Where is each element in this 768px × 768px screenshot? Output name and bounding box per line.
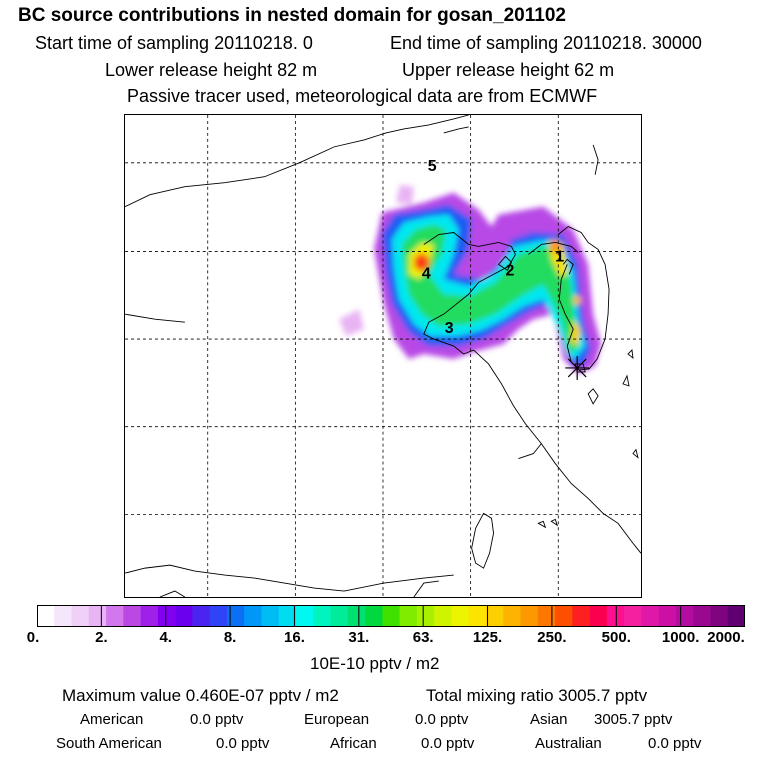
colorbar-swatch	[451, 605, 470, 627]
colorbar-tick-label: 500.	[601, 629, 631, 646]
colorbar-swatch	[244, 605, 262, 627]
colorbar-tick-label: 1000.	[661, 629, 700, 646]
colorbar-unit: 10E-10 pptv / m2	[310, 654, 440, 673]
colorbar-swatch	[313, 605, 331, 627]
american-value: 0.0 pptv	[190, 711, 244, 728]
sampling-times-line: Start time of sampling 20110218. 0 End t…	[35, 33, 735, 55]
max-value: Maximum value 0.460E-07 pptv / m2	[62, 686, 339, 705]
region-label-3: 3	[445, 320, 454, 337]
european-value: 0.0 pptv	[415, 711, 469, 728]
south-american-value: 0.0 pptv	[216, 735, 270, 752]
african-label: African	[330, 735, 377, 752]
region-label-2: 2	[505, 262, 514, 279]
lat-lon-grid	[125, 115, 641, 597]
colorbar-tick-label: 63.	[412, 629, 434, 646]
colorbar-swatch	[106, 605, 124, 627]
colorbar-tick-label: 2.	[95, 629, 108, 646]
upper-release-label: Upper release height 62 m	[402, 60, 615, 80]
colorbar-swatch	[54, 605, 72, 627]
colorbar-swatch	[209, 605, 228, 627]
region-label-4: 4	[422, 265, 431, 282]
lower-release-label: Lower release height 82 m	[105, 60, 318, 80]
australian-value: 0.0 pptv	[648, 735, 702, 752]
colorbar-swatch	[382, 605, 400, 627]
source-contribution-map: 5 4 3 2 1	[124, 114, 642, 598]
colorbar-tick-label: 0.	[26, 629, 40, 646]
colorbar-swatch	[330, 605, 349, 627]
colorbar-swatch	[727, 605, 745, 627]
region-label-1: 1	[555, 248, 564, 265]
american-label: American	[80, 711, 144, 728]
colorbar-tick-label: 250.	[537, 629, 567, 646]
colorbar-swatch	[503, 605, 521, 627]
colorbar-swatch	[693, 605, 711, 627]
colorbar-swatch	[88, 605, 107, 627]
colorbar-swatch	[555, 605, 573, 627]
asterisk-icon	[565, 355, 590, 380]
colorbar-tick-label: 16.	[284, 629, 305, 646]
colorbar-swatch	[37, 605, 55, 627]
colorbar-swatch	[606, 605, 625, 627]
colorbar-swatch	[296, 605, 314, 627]
colorbar-swatch	[416, 605, 435, 627]
release-heights-line: Lower release height 82 m Upper release …	[105, 60, 665, 82]
colorbar-swatch	[710, 605, 729, 627]
colorbar-swatch	[278, 605, 297, 627]
start-time-label: Start time of sampling 20110218. 0	[35, 33, 313, 53]
colorbar-swatch	[399, 605, 418, 627]
region-label-5: 5	[428, 158, 437, 175]
asian-label: Asian	[530, 711, 568, 728]
colorbar-swatch	[123, 605, 141, 627]
australian-label: Australian	[535, 735, 602, 752]
colorbar-tick-label: 31.	[348, 629, 370, 646]
colorbar-swatch	[71, 605, 90, 627]
total-mixing-ratio: Total mixing ratio 3005.7 pptv	[426, 686, 648, 705]
african-value: 0.0 pptv	[421, 735, 475, 752]
colorbar-tick-label: 2000.	[707, 629, 745, 646]
colorbar-swatch	[468, 605, 487, 627]
colorbar-swatch	[675, 605, 694, 627]
coastlines	[125, 115, 641, 597]
colorbar-swatch	[140, 605, 159, 627]
asian-value: 3005.7 pptv	[594, 711, 673, 728]
colorbar-swatch	[347, 605, 366, 627]
colorbar-swatch	[434, 605, 452, 627]
colorbar-swatch	[641, 605, 659, 627]
colorbar-swatch	[192, 605, 210, 627]
plume-field	[339, 184, 602, 374]
colorbar-swatch	[261, 605, 280, 627]
colorbar-swatch	[157, 605, 176, 627]
colorbar-swatch	[537, 605, 556, 627]
colorbar-swatch	[226, 605, 245, 627]
colorbar-tick-label: 8.	[223, 629, 237, 646]
page-title: BC source contributions in nested domain…	[18, 5, 566, 26]
colorbar-swatch	[658, 605, 677, 627]
colorbar-tick-label: 4.	[159, 629, 172, 646]
colorbar	[37, 605, 745, 627]
colorbar-swatch	[589, 605, 608, 627]
colorbar-tick-label: 125.	[472, 629, 503, 646]
colorbar-border	[37, 605, 745, 627]
colorbar-swatch	[572, 605, 590, 627]
tracer-note: Passive tracer used, meteorological data…	[127, 86, 598, 106]
colorbar-swatch	[624, 605, 642, 627]
colorbar-swatch	[365, 605, 383, 627]
european-label: European	[304, 711, 370, 728]
south-american-label: South American	[56, 735, 162, 752]
colorbar-swatch	[520, 605, 539, 627]
end-time-label: End time of sampling 20110218. 30000	[390, 33, 702, 53]
colorbar-swatch	[485, 605, 504, 627]
colorbar-swatch	[175, 605, 193, 627]
